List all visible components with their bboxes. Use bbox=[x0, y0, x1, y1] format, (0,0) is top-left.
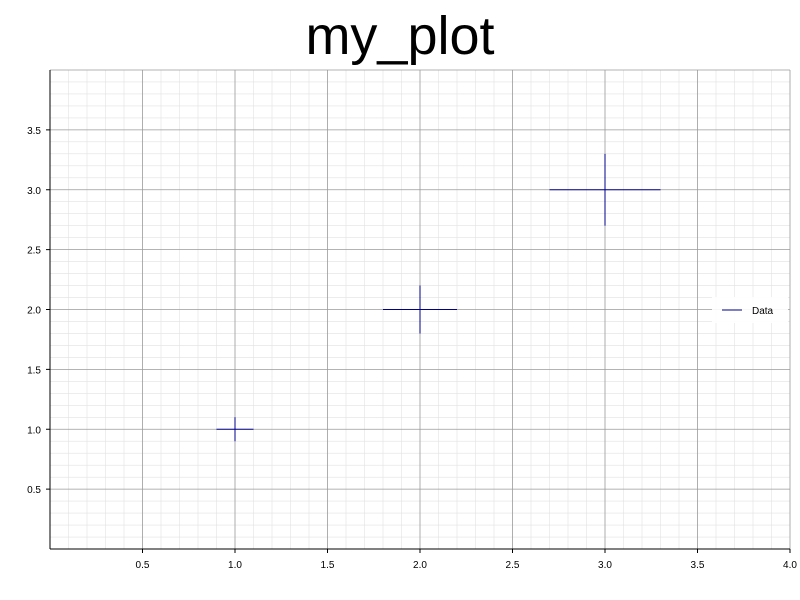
x-tick-label: 1.5 bbox=[321, 560, 335, 571]
x-tick-label: 2.5 bbox=[506, 560, 520, 571]
x-tick-label: 2.0 bbox=[413, 560, 427, 571]
chart-title: my_plot bbox=[305, 6, 495, 66]
data-marks bbox=[216, 153, 661, 442]
y-tick-label: 3.5 bbox=[27, 126, 41, 137]
x-tick-label: 0.5 bbox=[136, 560, 150, 571]
y-tick-label: 0.5 bbox=[27, 485, 41, 496]
legend-label: Data bbox=[752, 306, 774, 317]
y-tick-label: 1.5 bbox=[27, 365, 41, 376]
tick-labels: 0.5 1.0 1.5 2.0 2.5 3.0 3.5 4.0 0.5 1.0 1.5 2.0 2.5 3… bbox=[27, 126, 797, 571]
y-tick-label: 2.5 bbox=[27, 246, 41, 257]
x-tick-label: 3.0 bbox=[598, 560, 612, 571]
y-tick-label: 1.0 bbox=[27, 425, 41, 436]
x-tick-label: 4.0 bbox=[783, 560, 797, 571]
x-tick-label: 3.5 bbox=[691, 560, 705, 571]
y-tick-label: 3.0 bbox=[27, 186, 41, 197]
x-tick-label: 1.0 bbox=[228, 560, 242, 571]
axes bbox=[46, 70, 791, 553]
y-tick-label: 2.0 bbox=[27, 306, 41, 317]
legend: Data bbox=[712, 297, 788, 323]
